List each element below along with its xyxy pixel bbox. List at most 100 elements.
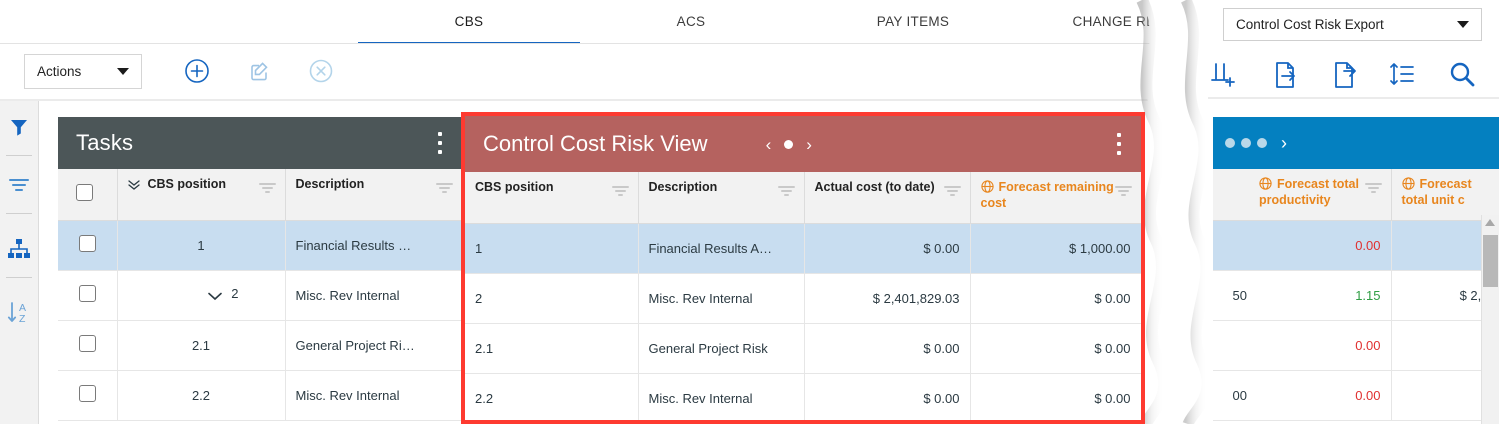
row-checkbox[interactable] [78,335,96,352]
svg-text:Z: Z [19,313,26,325]
column-filter-icon[interactable] [943,184,963,198]
table-row[interactable]: 0.00 [1213,220,1499,271]
export-select-dropdown[interactable]: Control Cost Risk Export [1223,8,1482,41]
kebab-menu-icon[interactable] [430,132,450,154]
cell-forecast-total-productivity: 1.15 [1249,270,1392,321]
forecast-col-total-unit-cost[interactable]: Forecast total unit c [1391,169,1499,221]
delete-circle-icon[interactable] [306,56,336,86]
cell-description: General Project Ri… [285,320,463,371]
chevron-down-icon[interactable] [208,289,223,304]
carousel-dot-icon[interactable] [1257,138,1267,148]
table-row[interactable]: 00 0.00 [1213,370,1499,421]
carousel-dot-icon[interactable] [1241,138,1251,148]
kebab-menu-icon[interactable] [1109,133,1129,155]
rail-divider [6,277,32,278]
table-row[interactable]: 2.2 Misc. Rev Internal [58,370,463,421]
chevron-double-down-icon [127,179,140,193]
row-checkbox-cell [58,220,118,271]
column-label: Forecast total productivity [1259,177,1359,207]
cell-description: Financial Results A… [638,223,805,274]
column-filter-icon[interactable] [0,163,38,207]
table-row[interactable]: 0.00 [1213,320,1499,371]
tab-cbs[interactable]: CBS [358,12,580,45]
table-row[interactable]: 2.2 Misc. Rev Internal $ 0.00 $ 0.00 [465,373,1141,424]
table-row[interactable]: 1 Financial Results A… $ 0.00 $ 1,000.00 [465,223,1141,274]
ccr-col-forecast-remaining-cost[interactable]: Forecast remaining cost [970,172,1141,224]
tab-change-requests[interactable]: CHANGE RE [1024,12,1204,44]
forecast-panel: › Forecast total productivity [1213,117,1499,424]
add-column-icon[interactable] [1207,58,1241,92]
tab-pay-items[interactable]: PAY ITEMS [802,12,1024,44]
tab-acs[interactable]: ACS [580,12,802,44]
filter-funnel-icon[interactable] [0,105,38,149]
control-cost-risk-view-panel: Control Cost Risk View ‹ › CBS position … [465,116,1141,424]
carousel-dot-icon[interactable] [784,139,794,149]
tab-underline-divider [0,43,1180,44]
carousel-prev-icon[interactable]: ‹ [765,134,772,154]
cell-forecast-remaining-cost: $ 0.00 [970,373,1141,424]
cell-cut-value: 50 [1213,270,1249,321]
cell-description: Misc. Rev Internal [638,273,805,324]
column-label: Forecast remaining cost [980,180,1114,210]
table-row[interactable]: 2 Misc. Rev Internal [58,270,463,321]
table-row[interactable]: 2.1 General Project Risk $ 0.00 $ 0.00 [465,323,1141,374]
actions-dropdown-button[interactable]: Actions [24,54,142,89]
search-icon[interactable] [1445,58,1479,92]
tab-label: CHANGE RE [1072,14,1156,29]
svg-text:A: A [19,302,26,314]
column-filter-icon[interactable] [1114,184,1134,198]
tab-label: ACS [676,14,706,29]
forecast-col-total-productivity[interactable]: Forecast total productivity [1249,169,1392,221]
select-all-checkbox[interactable] [75,184,93,202]
row-checkbox[interactable] [78,235,96,252]
ccr-col-actual-cost[interactable]: Actual cost (to date) [804,172,971,224]
rail-divider [6,155,32,156]
column-label: Forecast total unit c [1401,177,1472,207]
tasks-col-cbs-position[interactable]: CBS position [117,169,286,221]
forecast-header-row: Forecast total productivity Forecast tot… [1213,169,1499,221]
carousel-next-icon[interactable]: › [1281,132,1287,153]
tasks-col-description[interactable]: Description [285,169,463,221]
add-circle-icon[interactable] [182,56,212,86]
hierarchy-icon[interactable] [0,227,38,271]
row-checkbox[interactable] [78,285,96,302]
cell-cbs-position: 2.1 [465,323,639,374]
column-label: CBS position [475,180,554,194]
forecast-grid: Forecast total productivity Forecast tot… [1213,169,1499,421]
scrollbar-thumb[interactable] [1483,235,1498,287]
row-checkbox[interactable] [78,385,96,402]
cell-description: Financial Results … [285,220,463,271]
table-row[interactable]: 2.1 General Project Ri… [58,320,463,371]
export-toolbar-divider [1208,97,1499,99]
column-filter-icon[interactable] [258,181,278,195]
row-checkbox-cell [58,370,118,421]
export-icon[interactable] [1329,58,1363,92]
import-icon[interactable] [1268,58,1302,92]
edit-square-icon[interactable] [244,56,274,86]
column-filter-icon[interactable] [611,184,631,198]
ccr-col-description[interactable]: Description [638,172,805,224]
cell-forecast-total-productivity: 0.00 [1249,370,1392,421]
carousel-dot-icon[interactable] [1225,138,1235,148]
globe-icon [980,180,994,196]
tasks-panel-title: Tasks [76,130,134,155]
tab-label: CBS [454,14,484,29]
vertical-scrollbar[interactable] [1481,215,1499,424]
ccr-col-cbs-position[interactable]: CBS position [465,172,639,224]
column-filter-icon[interactable] [777,184,797,198]
carousel-next-icon[interactable]: › [806,134,812,154]
table-row[interactable]: 1 Financial Results … [58,220,463,271]
tasks-grid: CBS position Description [58,169,463,421]
cell-cbs-position: 2 [465,273,639,324]
scroll-up-arrow-icon[interactable] [1485,219,1495,226]
cell-description: Misc. Rev Internal [285,270,463,321]
export-toolbar [1180,50,1499,99]
column-filter-icon[interactable] [1364,181,1384,195]
cell-value: 2 [231,286,239,301]
table-row[interactable]: 50 1.15 $ 2,4 [1213,270,1499,321]
row-height-icon[interactable] [1385,58,1419,92]
column-filter-icon[interactable] [435,181,455,195]
table-row[interactable]: 2 Misc. Rev Internal $ 2,401,829.03 $ 0.… [465,273,1141,324]
